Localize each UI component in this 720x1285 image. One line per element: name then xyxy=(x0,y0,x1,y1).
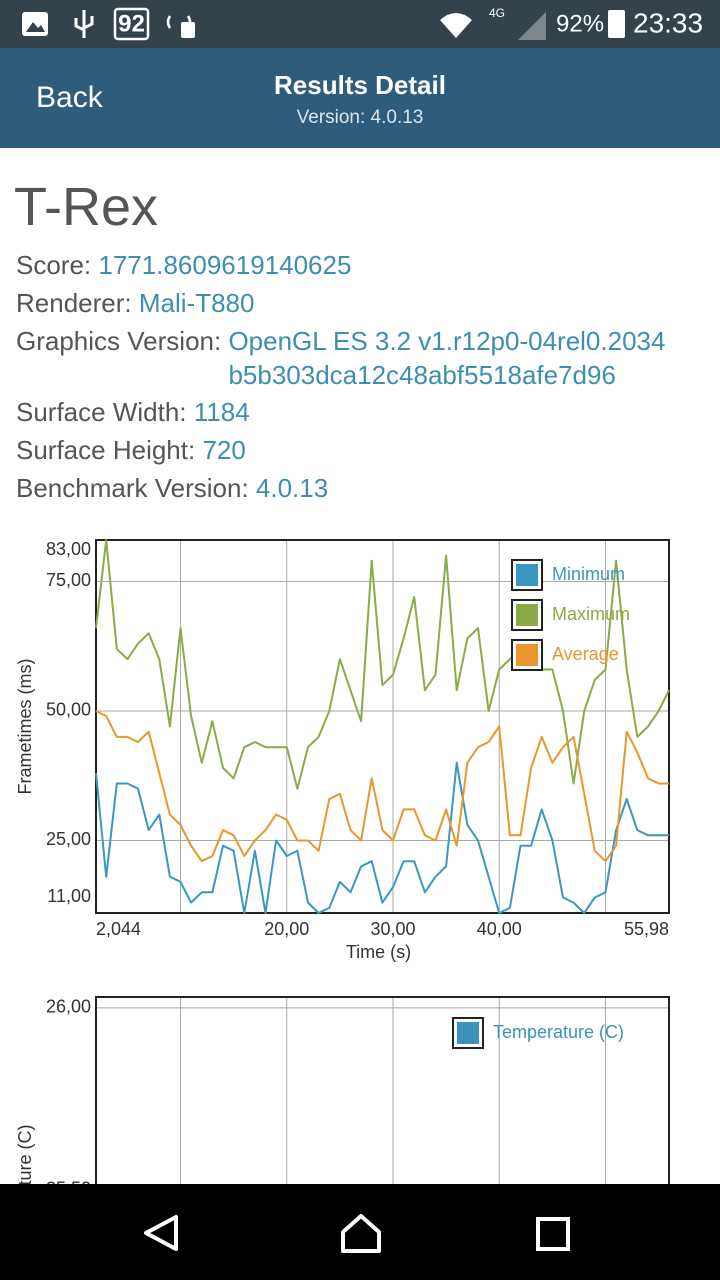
navigation-bar xyxy=(0,1184,720,1280)
nav-home[interactable] xyxy=(341,1214,381,1253)
badge-box xyxy=(113,7,150,41)
x-tick-label: 20,00 xyxy=(264,919,309,939)
badge-text: 92 xyxy=(118,10,145,37)
detail-label: Renderer: xyxy=(16,288,132,318)
detail-row: Benchmark Version: 4.0.13 xyxy=(16,471,328,505)
test-name: T-Rex xyxy=(14,177,159,237)
detail-label: Benchmark Version: xyxy=(16,473,249,503)
nav-recents[interactable] xyxy=(536,1217,570,1251)
signal-icon xyxy=(518,12,546,40)
y-tick-label: 11,00 xyxy=(47,886,91,906)
detail-row: Score: 1771.8609619140625 xyxy=(16,248,351,282)
legend-label: Temperature (C) xyxy=(493,1022,624,1042)
legend-swatch xyxy=(516,604,538,626)
clock: 23:33 xyxy=(633,7,703,38)
legend-label: Average xyxy=(552,644,619,664)
y-tick-label: 26,00 xyxy=(46,997,91,1017)
y-tick-label: 25,00 xyxy=(46,829,91,849)
app-subtitle: Version: 4.0.13 xyxy=(296,107,424,128)
legend-swatch xyxy=(516,644,538,666)
x-tick-label: 30,00 xyxy=(370,919,415,939)
detail-label: Surface Width: xyxy=(16,397,187,427)
detail-value-line: b5b303dca12c48abf5518afe7d96 xyxy=(228,360,616,390)
status-bar: 92 4G 92% 23:33 xyxy=(0,0,720,48)
wifi-icon xyxy=(440,13,472,38)
detail-value: OpenGL ES 3.2 v1.r12p0-04rel0.2034 b5b303… xyxy=(228,324,665,392)
detail-value: Mali-T880 xyxy=(138,288,255,318)
legend-label: Maximum xyxy=(552,604,630,624)
detail-value-line: OpenGL ES 3.2 v1.r12p0-04rel0.2034 xyxy=(228,326,666,356)
detail-row: Graphics Version: OpenGL ES 3.2 v1.r12p0… xyxy=(16,324,665,392)
series-line xyxy=(95,761,669,914)
detail-value: 1771.8609619140625 xyxy=(98,250,352,280)
gallery-icon-art xyxy=(26,22,45,32)
y-axis-title: Frametimes (ms) xyxy=(15,659,35,795)
back-button[interactable]: Back xyxy=(36,81,103,114)
legend-label: Minimum xyxy=(552,564,625,584)
battery-percent: 92% xyxy=(556,10,604,37)
detail-row: Renderer: Mali-T880 xyxy=(16,286,254,320)
y-tick-label: 75,00 xyxy=(46,570,91,590)
sim-icon xyxy=(181,22,195,38)
series-line xyxy=(95,539,670,790)
usb-icon xyxy=(74,10,94,38)
detail-value: 1184 xyxy=(193,397,250,427)
detail-row: Surface Width: 1184 xyxy=(16,395,250,429)
legend-swatch xyxy=(457,1022,479,1044)
x-tick-label: 55,98 xyxy=(624,919,669,939)
detail-label: Graphics Version: xyxy=(16,326,222,356)
x-axis-title: Time (s) xyxy=(346,942,411,962)
series-line xyxy=(95,710,669,863)
detail-value: 4.0.13 xyxy=(255,473,329,503)
detail-value: 720 xyxy=(202,435,246,465)
legend-swatch xyxy=(516,564,538,586)
detail-row: Surface Height: 720 xyxy=(16,433,246,467)
x-tick-label: 40,00 xyxy=(477,919,522,939)
status-icons: 92 4G 92% 23:33 xyxy=(22,6,703,41)
network-type: 4G xyxy=(489,6,505,20)
x-tick-label: 2,044 xyxy=(96,919,141,939)
plot-frame xyxy=(95,539,670,914)
app-bar: Back Results Detail Version: 4.0.13 xyxy=(0,48,720,148)
app-title: Results Detail xyxy=(274,70,446,100)
y-tick-label: 83,00 xyxy=(46,539,91,559)
detail-label: Surface Height: xyxy=(16,435,196,465)
detail-label: Score: xyxy=(16,250,92,280)
nav-icons xyxy=(144,1214,570,1253)
battery-icon xyxy=(608,10,625,38)
nav-back[interactable] xyxy=(144,1215,178,1251)
y-tick-label: 50,00 xyxy=(46,700,91,720)
